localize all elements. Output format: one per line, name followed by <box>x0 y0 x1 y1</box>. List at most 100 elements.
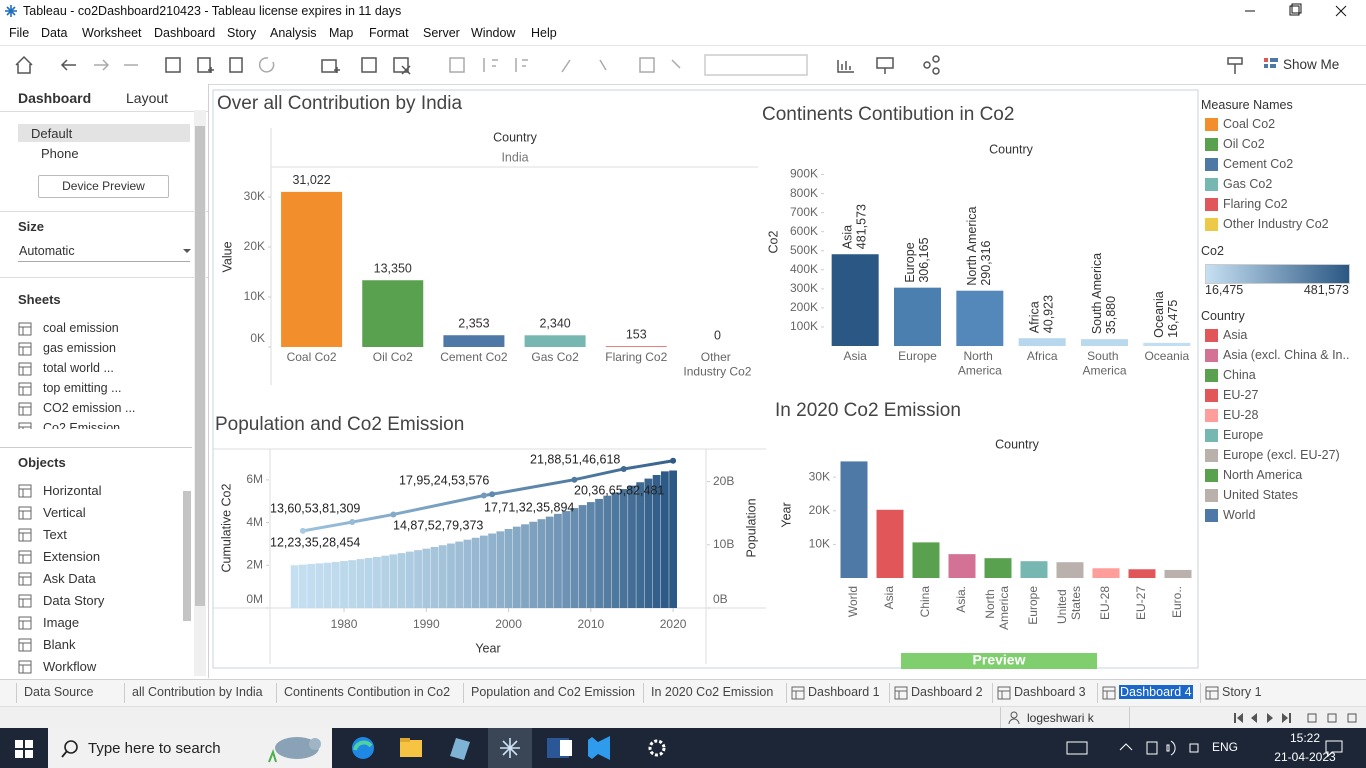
menu-item[interactable]: Analysis <box>270 26 317 40</box>
object-item[interactable]: Extension <box>43 549 101 564</box>
legend-item[interactable]: Other Industry Co2 <box>1223 217 1329 231</box>
user-name[interactable]: logeshwari k <box>1027 711 1094 725</box>
bar <box>290 565 299 608</box>
object-item[interactable]: Text <box>43 527 67 542</box>
dashboard-tab[interactable]: Dashboard <box>18 90 92 106</box>
menu-item[interactable]: Map <box>329 26 354 40</box>
annotation: 20,36,65,82,481 <box>574 483 664 497</box>
sheet-item[interactable]: top emitting ... <box>43 381 122 395</box>
object-item[interactable]: Horizontal <box>43 483 102 498</box>
column-subheader: India <box>501 150 528 164</box>
menu-item[interactable]: Data <box>41 26 68 40</box>
sheet-item[interactable]: total world ... <box>43 361 114 375</box>
search-placeholder[interactable]: Type here to search <box>88 740 221 757</box>
sheet-tab[interactable]: Story 1 <box>1222 685 1262 699</box>
object-item[interactable]: Workflow <box>43 659 97 674</box>
bar <box>422 548 431 608</box>
legend-item[interactable]: United States <box>1223 488 1299 502</box>
notifications[interactable] <box>1324 739 1344 757</box>
object-item[interactable]: Vertical <box>43 505 86 520</box>
legend-item[interactable]: Flaring Co2 <box>1223 197 1288 211</box>
layout-tab[interactable]: Layout <box>126 90 169 106</box>
bar-category-label: Oceania <box>1152 291 1166 338</box>
legend-item[interactable]: North America <box>1223 468 1303 482</box>
sheet-navigation[interactable] <box>1232 712 1362 724</box>
value-label: 153 <box>626 328 647 342</box>
size-dropdown[interactable]: Automatic <box>19 244 75 258</box>
show-me-button[interactable]: Show Me <box>1283 57 1340 72</box>
chart-title: Population and Co2 Emission <box>215 414 464 435</box>
legend-item[interactable]: EU-28 <box>1223 408 1259 422</box>
bar <box>554 513 562 608</box>
device-option[interactable]: Default <box>31 126 73 141</box>
window-controls[interactable] <box>1230 0 1366 22</box>
x-tick-label: World <box>846 586 860 617</box>
scrollbar-thumb[interactable] <box>195 126 205 606</box>
x-tick-label: North America <box>958 349 1002 377</box>
legend-swatch <box>1205 409 1218 422</box>
annotation: 17,71,32,35,894 <box>484 500 574 514</box>
menu-item[interactable]: Worksheet <box>82 26 142 40</box>
sheet-tab[interactable]: Dashboard 4 <box>1119 685 1193 699</box>
object-item[interactable]: Data Story <box>43 593 105 608</box>
sheet-tab[interactable]: all Contribution by India <box>132 685 263 699</box>
legend-item[interactable]: Asia <box>1223 328 1248 342</box>
sheet-icon <box>18 342 32 356</box>
sheet-item[interactable]: Co2 Emission <box>43 421 121 429</box>
legend-item[interactable]: Oil Co2 <box>1223 137 1265 151</box>
legend-item[interactable]: Gas Co2 <box>1223 177 1273 191</box>
object-icon <box>18 616 32 630</box>
legend-item[interactable]: Cement Co2 <box>1223 157 1294 171</box>
object-item[interactable]: Ask Data <box>43 571 96 586</box>
legend-item[interactable]: China <box>1223 368 1256 382</box>
bar <box>430 546 439 608</box>
sheet-tab[interactable]: Dashboard 2 <box>911 685 983 699</box>
bar <box>373 556 381 608</box>
sheet-icon <box>18 362 32 376</box>
clock-date[interactable]: 21-04-2023 <box>1274 750 1336 764</box>
language[interactable]: ENG <box>1212 740 1239 754</box>
legend-item[interactable]: Asia (excl. China & In.. <box>1223 348 1350 362</box>
object-item[interactable]: Blank <box>43 637 76 652</box>
menu-item[interactable]: Help <box>531 26 557 40</box>
menu-item[interactable]: Format <box>369 26 409 40</box>
sheet-tab[interactable]: Data Source <box>24 685 94 699</box>
object-item[interactable]: Image <box>43 615 80 630</box>
legend-item[interactable]: EU-27 <box>1223 388 1259 402</box>
start-button[interactable] <box>15 740 33 758</box>
device-option[interactable]: Phone <box>41 146 79 161</box>
sheet-item[interactable]: coal emission <box>43 321 119 335</box>
bar <box>619 489 628 608</box>
sheet-tab[interactable]: Population and Co2 Emission <box>471 685 635 699</box>
preview-label[interactable]: Preview <box>973 652 1026 668</box>
line-point <box>571 476 578 483</box>
sheet-item[interactable]: CO2 emission ... <box>43 401 136 415</box>
preview-button[interactable] <box>901 653 1097 669</box>
system-tray-icons[interactable] <box>1065 738 1205 758</box>
object-icon <box>18 660 32 674</box>
device-preview-button[interactable]: Device Preview <box>38 175 169 198</box>
legend-item[interactable]: Coal Co2 <box>1223 117 1276 131</box>
menu-item[interactable]: Window <box>471 26 516 40</box>
menu-item[interactable]: Story <box>227 26 257 40</box>
sheet-tab[interactable]: Dashboard 3 <box>1014 685 1086 699</box>
menu-item[interactable]: Dashboard <box>154 26 216 40</box>
sheet-tab[interactable]: In 2020 Co2 Emission <box>651 685 774 699</box>
scrollbar-thumb[interactable] <box>183 491 191 621</box>
menu-item[interactable]: Server <box>423 26 460 40</box>
pinned-apps[interactable] <box>340 728 680 768</box>
sheet-tab[interactable]: Continents Contibution in Co2 <box>284 685 451 699</box>
legend-item[interactable]: World <box>1223 508 1256 522</box>
menu-item[interactable]: File <box>9 26 30 40</box>
x-tick-label: South America <box>1082 349 1126 377</box>
legend-item[interactable]: Europe (excl. EU-27) <box>1223 448 1340 462</box>
y-tick-label: 0B <box>713 592 728 606</box>
legend-item[interactable]: Europe <box>1223 428 1264 442</box>
y2-axis-label: Population <box>744 498 758 557</box>
sheet-item[interactable]: gas emission <box>43 341 116 355</box>
toolbar-icons[interactable] <box>0 46 1366 84</box>
clock-time[interactable]: 15:22 <box>1289 731 1321 745</box>
sheets-list: coal emission gas emission total world ...… <box>0 319 190 429</box>
sheet-tab[interactable]: Dashboard 1 <box>808 685 880 699</box>
x-tick-label: 1990 <box>413 617 440 631</box>
